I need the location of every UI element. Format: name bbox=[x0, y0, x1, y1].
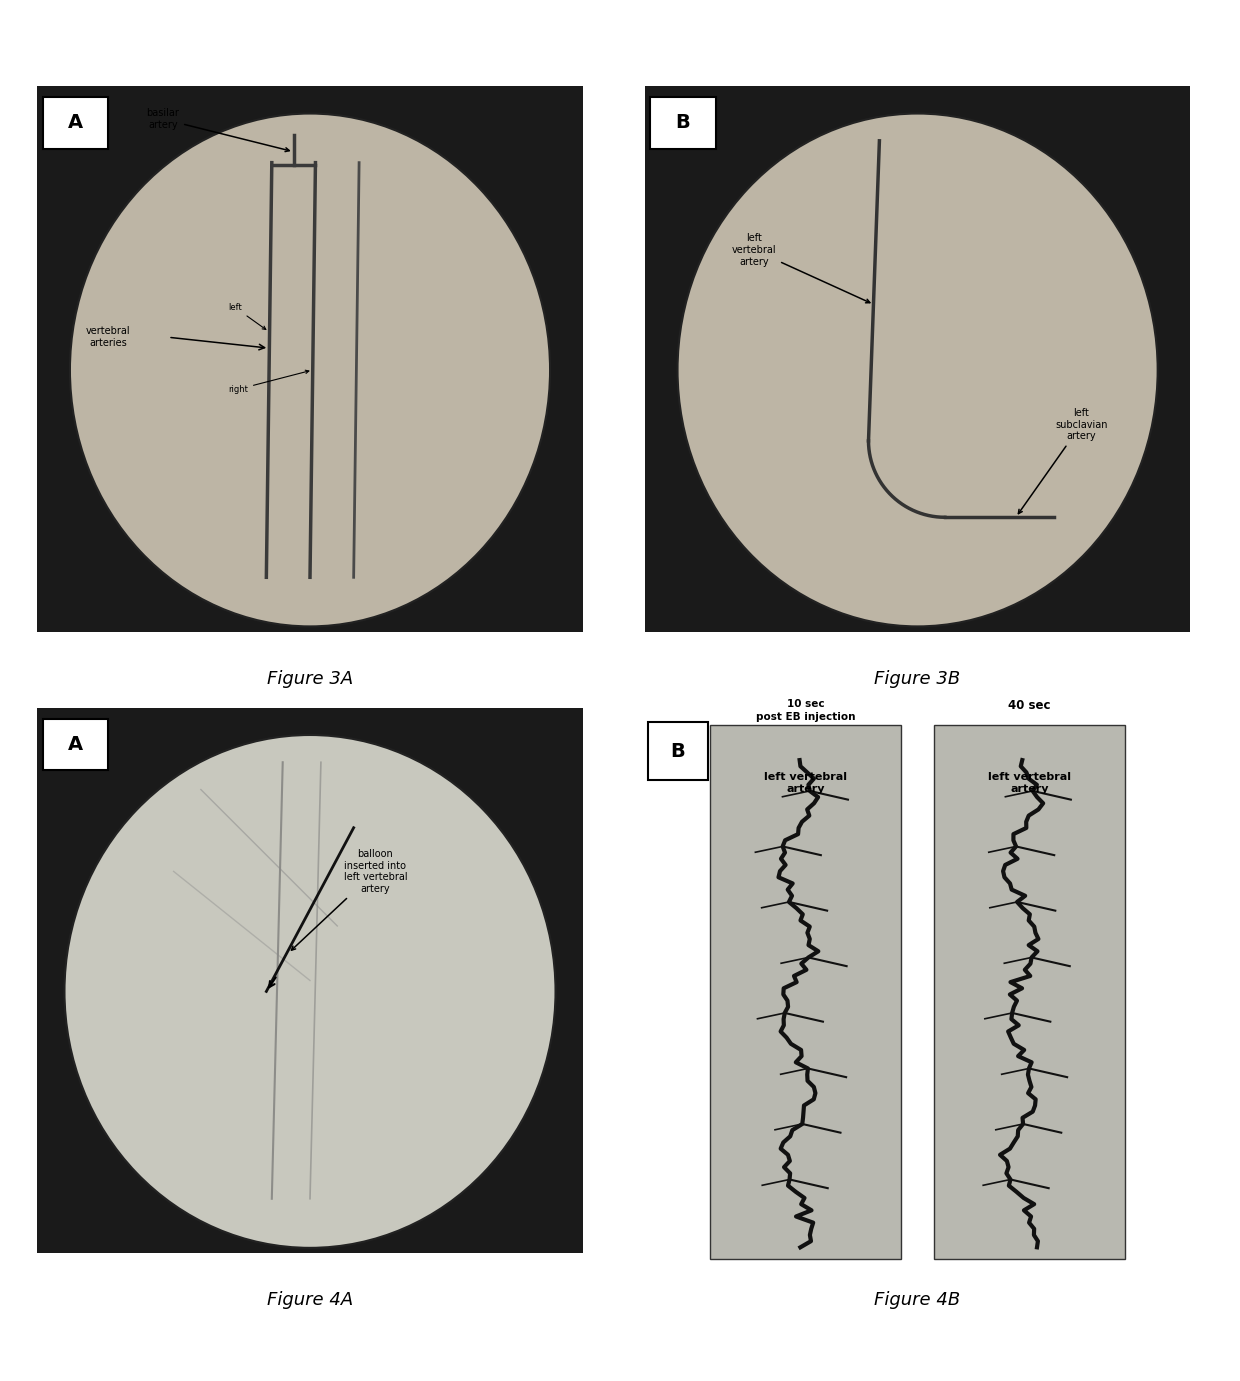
Text: vertebral
arteries: vertebral arteries bbox=[86, 326, 130, 348]
FancyBboxPatch shape bbox=[37, 86, 583, 632]
FancyBboxPatch shape bbox=[647, 722, 708, 780]
FancyBboxPatch shape bbox=[934, 725, 1125, 1259]
Text: left
vertebral
artery: left vertebral artery bbox=[732, 233, 870, 302]
FancyBboxPatch shape bbox=[42, 718, 108, 771]
Text: left vertebral
artery: left vertebral artery bbox=[764, 772, 847, 794]
Text: Figure 4B: Figure 4B bbox=[874, 1291, 961, 1309]
Text: left
subclavian
artery: left subclavian artery bbox=[1018, 407, 1107, 514]
Text: balloon
inserted into
left vertebral
artery: balloon inserted into left vertebral art… bbox=[291, 849, 407, 950]
Text: left: left bbox=[228, 302, 265, 330]
Text: B: B bbox=[676, 113, 691, 133]
Ellipse shape bbox=[677, 113, 1158, 627]
FancyBboxPatch shape bbox=[645, 86, 1190, 632]
Text: B: B bbox=[670, 742, 684, 761]
Ellipse shape bbox=[64, 735, 556, 1248]
Text: A: A bbox=[68, 735, 83, 754]
Text: 40 sec: 40 sec bbox=[1008, 699, 1050, 713]
Text: A: A bbox=[68, 113, 83, 133]
FancyBboxPatch shape bbox=[42, 97, 108, 149]
Ellipse shape bbox=[69, 113, 551, 627]
Text: basilar
artery: basilar artery bbox=[146, 108, 289, 152]
FancyBboxPatch shape bbox=[37, 707, 583, 1254]
FancyBboxPatch shape bbox=[650, 97, 715, 149]
FancyBboxPatch shape bbox=[711, 725, 901, 1259]
Text: Figure 3B: Figure 3B bbox=[874, 670, 961, 688]
Text: Figure 4A: Figure 4A bbox=[267, 1291, 353, 1309]
Text: 10 sec
post EB injection: 10 sec post EB injection bbox=[756, 699, 856, 722]
Text: Figure 3A: Figure 3A bbox=[267, 670, 353, 688]
Text: right: right bbox=[228, 370, 309, 394]
Text: left vertebral
artery: left vertebral artery bbox=[988, 772, 1071, 794]
